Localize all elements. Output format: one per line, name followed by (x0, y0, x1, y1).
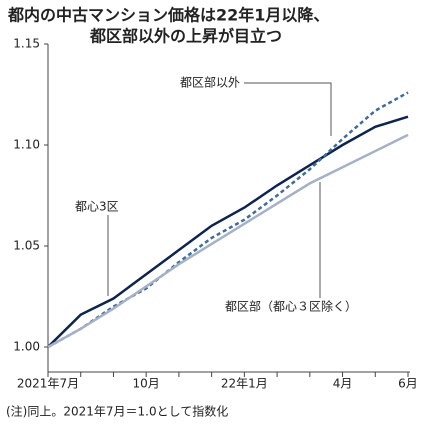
line-series (47, 91, 409, 349)
y-tick-label: 1.15 (13, 37, 40, 51)
series-label: 都区部（都心３区除く） (225, 299, 357, 314)
x-tick-label: 6月 (398, 377, 418, 391)
x-tick-label: 2021年7月 (17, 377, 79, 391)
x-tick-label: 22年1月 (221, 377, 268, 391)
x-tick-label: 10月 (133, 377, 160, 391)
series-label: 都心3区 (75, 200, 119, 214)
leader-line (244, 82, 332, 136)
footnote: (注)同上。2021年7月＝1.0として指数化 (6, 404, 228, 419)
y-tick-label: 1.10 (13, 138, 40, 152)
line-series (47, 115, 409, 348)
chart-title: 都内の中古マンション価格は22年1月以降、 (7, 6, 329, 25)
x-tick-label: 4月 (333, 377, 353, 391)
chart-title: 都区部以外の上昇が目立つ (89, 27, 282, 46)
series-label: 都区部以外 (180, 75, 240, 90)
line-series (47, 133, 409, 349)
y-tick-label: 1.05 (13, 239, 40, 253)
y-tick-label: 1.00 (13, 340, 40, 354)
